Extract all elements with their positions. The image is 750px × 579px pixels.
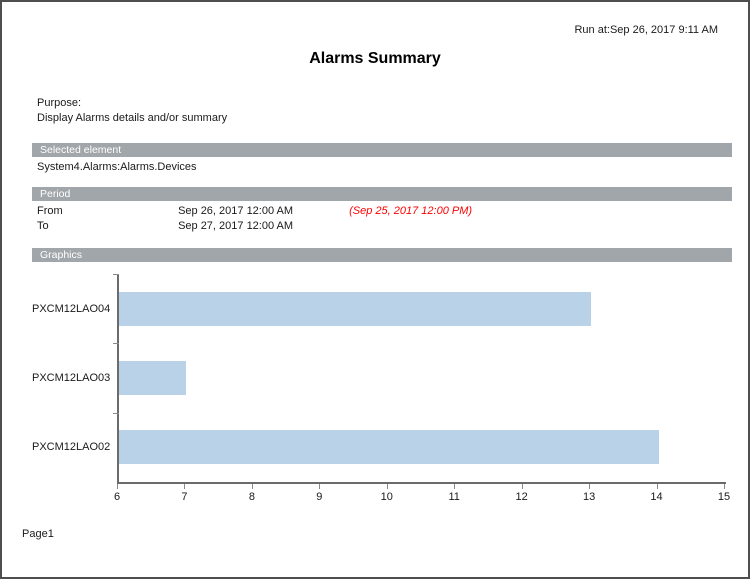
purpose-block: Purpose: Display Alarms details and/or s… bbox=[37, 96, 227, 126]
x-tick-label: 9 bbox=[316, 491, 323, 503]
x-axis-tick bbox=[454, 484, 456, 489]
category-label: PXCM12LAO04 bbox=[32, 302, 111, 315]
period-row-to: To Sep 27, 2017 12:00 AM bbox=[37, 219, 717, 233]
x-tick-label: 12 bbox=[515, 491, 528, 503]
x-axis-tick bbox=[184, 484, 186, 489]
x-tick-label: 10 bbox=[380, 491, 393, 503]
x-tick-label: 6 bbox=[113, 491, 121, 503]
page-title: Alarms Summary bbox=[309, 50, 441, 67]
x-tick-label: 15 bbox=[717, 491, 731, 503]
y-axis-tick bbox=[113, 412, 119, 414]
x-tick-label: 11 bbox=[448, 491, 460, 503]
x-axis-tick bbox=[589, 484, 591, 489]
purpose-text: Display Alarms details and/or summary bbox=[37, 112, 228, 124]
period-from-label: From bbox=[37, 205, 63, 217]
purpose-label: Purpose: bbox=[37, 97, 82, 109]
bar-PXCM12LAO04 bbox=[119, 291, 592, 326]
section-header-graphics: Graphics bbox=[32, 248, 732, 262]
run-at-timestamp: Run at:Sep 26, 2017 9:11 AM bbox=[574, 24, 718, 36]
y-axis-tick bbox=[113, 343, 119, 345]
x-axis-tick bbox=[386, 484, 388, 489]
alarms-bar-chart: PXCM12LAO04 PXCM12LAO03 PXCM12LAO02 6 7 8 9 10 1… bbox=[32, 264, 732, 516]
selected-element-value: System4.Alarms:Alarms.Devices bbox=[37, 161, 197, 173]
period-row-from: From Sep 26, 2017 12:00 AM (Sep 25, 2017… bbox=[37, 204, 717, 218]
x-axis-tick bbox=[251, 484, 253, 489]
x-tick-label: 7 bbox=[181, 491, 188, 503]
x-axis-tick bbox=[319, 484, 321, 489]
category-label: PXCM12LAO02 bbox=[32, 441, 111, 454]
x-tick-label: 8 bbox=[248, 491, 255, 503]
x-axis-line bbox=[117, 482, 726, 484]
period-from-note: (Sep 25, 2017 12:00 PM) bbox=[349, 205, 473, 217]
x-tick-label: 14 bbox=[650, 491, 663, 503]
y-axis-line bbox=[117, 274, 119, 482]
x-axis-tick bbox=[521, 484, 523, 489]
period-to-value: Sep 27, 2017 12:00 AM bbox=[178, 220, 294, 232]
x-axis-tick bbox=[724, 484, 725, 489]
page-number: Page1 bbox=[22, 528, 54, 540]
x-axis-tick bbox=[656, 484, 658, 489]
category-label: PXCM12LAO03 bbox=[32, 372, 111, 384]
period-from-value: Sep 26, 2017 12:00 AM bbox=[178, 205, 294, 217]
section-header-selected-element: Selected element bbox=[32, 143, 732, 157]
bar-PXCM12LAO02 bbox=[119, 430, 659, 465]
period-to-label: To bbox=[37, 220, 49, 232]
x-tick-label: 13 bbox=[582, 491, 596, 503]
y-axis-tick bbox=[113, 274, 119, 275]
bar-PXCM12LAO03 bbox=[119, 361, 187, 395]
x-axis-tick bbox=[117, 484, 118, 489]
section-header-period: Period bbox=[32, 187, 732, 201]
